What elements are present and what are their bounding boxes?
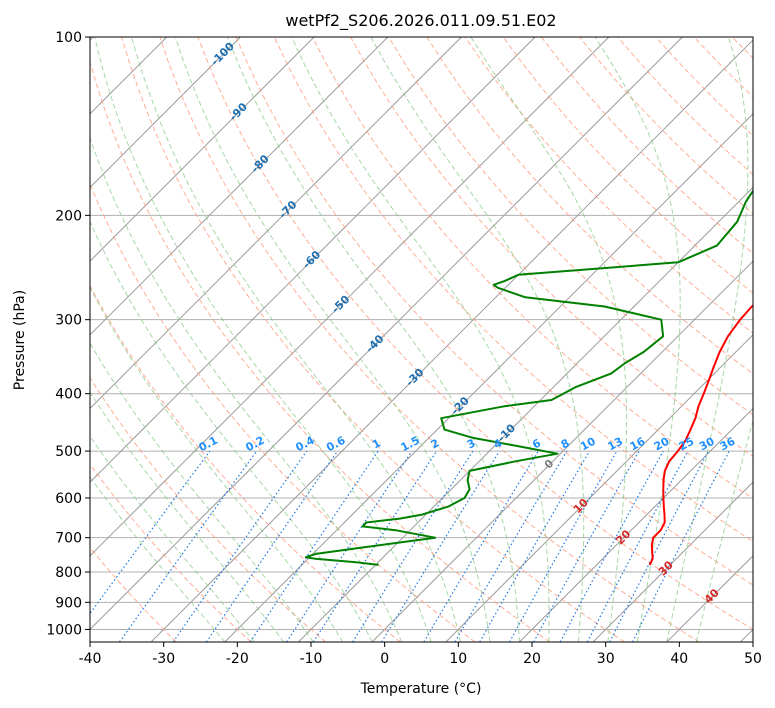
isotherm-line: [224, 113, 753, 642]
moist-adiabat: [174, 37, 491, 642]
mixing-ratio-line: [286, 450, 413, 642]
dry-adiabat: [90, 546, 177, 642]
moist-adiabat: [291, 37, 550, 642]
x-tick-label: -30: [152, 651, 175, 667]
dry-adiabat: [388, 37, 753, 416]
moist-adiabat: [370, 37, 585, 642]
temperature-profile: [648, 304, 753, 566]
plot-frame: [89, 36, 754, 643]
mixing-ratio-line: [249, 450, 379, 642]
x-tick-label: 0: [380, 651, 389, 667]
mixing-ratio-line: [172, 450, 308, 642]
plot-area: [90, 37, 753, 642]
isotherm-line: [666, 555, 753, 642]
x-tick-label: 10: [449, 651, 467, 667]
moist-adiabat: [90, 220, 373, 642]
x-tick-label: -40: [79, 651, 102, 667]
y-tick-label: 400: [55, 387, 82, 403]
moist-adiabat: [666, 37, 749, 642]
axes-layer: -40 -30 -20 -10 0 10 20 30 40 50 100 200 300 400 500 60…: [46, 30, 762, 667]
dry-adiabat: [90, 463, 252, 642]
moist-adiabat: [470, 37, 628, 642]
mixing-ratio-line: [90, 450, 211, 615]
x-tick-label: 20: [523, 651, 541, 667]
moist-adiabat: [227, 37, 520, 642]
mixing-ratio-line: [119, 450, 258, 642]
mixing-ratio-line: [352, 450, 474, 642]
plot-background: [90, 37, 753, 642]
dry-adiabat: [770, 37, 775, 642]
mixing-ratio-line: [632, 450, 730, 642]
moist-adiabat: [594, 37, 681, 642]
dry-adiabat: [121, 37, 625, 642]
x-tick-label: 30: [597, 651, 615, 667]
isotherm-line: [90, 37, 536, 483]
isotherm-line: [519, 407, 753, 642]
mixing-ratio-line: [533, 450, 640, 642]
mixing-ratio-label: 16: [628, 435, 648, 454]
y-tick-label: 100: [55, 30, 82, 46]
x-axis-title: Temperature (°C): [360, 681, 482, 697]
isotherm-line: [445, 334, 753, 642]
mixing-ratio-label: 30: [697, 435, 717, 454]
dry-adiabat: [502, 37, 753, 294]
isotherm-line: [298, 186, 753, 642]
mixing-ratio-label: 20: [652, 435, 672, 454]
y-tick-label: 300: [55, 313, 82, 329]
dry-adiabat: [90, 60, 551, 642]
y-tick-label: 700: [55, 531, 82, 547]
mixing-ratio-line: [559, 450, 664, 642]
dry-adiabat: [197, 37, 753, 630]
moist-adiabat: [94, 37, 432, 642]
mixing-ratio-label: 13: [605, 435, 625, 454]
x-tick-label: -10: [300, 651, 323, 667]
moist-adiabat: [90, 476, 226, 642]
moist-adiabat: [695, 418, 753, 642]
y-tick-label: 1000: [46, 622, 82, 638]
moist-adiabat: [90, 342, 314, 642]
isotherm-line: [371, 260, 753, 642]
y-tick-label: 800: [55, 565, 82, 581]
dewpoint-profile: [305, 189, 753, 566]
dry-adiabat: [311, 37, 753, 500]
dry-adiabat: [90, 376, 327, 642]
dry-adiabat: [90, 182, 476, 642]
chart-title: wetPf2_S206.2026.011.09.51.E02: [285, 11, 556, 31]
y-tick-label: 900: [55, 595, 82, 611]
mixing-ratio-label: 36: [718, 435, 738, 454]
x-tick-label: 40: [670, 651, 688, 667]
series-layer: [305, 189, 753, 566]
dry-adiabat: [235, 37, 753, 586]
y-tick-label: 600: [55, 491, 82, 507]
mixing-ratio-line: [509, 450, 618, 642]
dry-adiabat: [159, 37, 700, 642]
mixing-ratio-label: 25: [677, 435, 697, 454]
dry-adiabat: [426, 37, 753, 375]
mixing-ratio-line: [381, 450, 501, 642]
x-tick-label: -20: [226, 651, 249, 667]
isotherm-line: [90, 37, 462, 410]
moist-adiabat: [90, 286, 344, 642]
moist-adiabat: [90, 435, 255, 642]
grid-layer: [90, 37, 775, 642]
isotherm-line: [90, 37, 610, 557]
mixing-ratio-line: [205, 450, 338, 642]
y-tick-label: 500: [55, 444, 82, 460]
mixing-ratio-label: 10: [578, 435, 598, 454]
dry-adiabat: [90, 284, 401, 642]
plot-border: [89, 36, 754, 643]
y-axis-title: Pressure (hPa): [12, 290, 28, 390]
moist-adiabat: [131, 37, 461, 642]
isotherm-line: [90, 37, 389, 336]
x-tick-label: 50: [744, 651, 762, 667]
y-tick-label: 200: [55, 208, 82, 224]
isotherm-line: [150, 39, 753, 642]
